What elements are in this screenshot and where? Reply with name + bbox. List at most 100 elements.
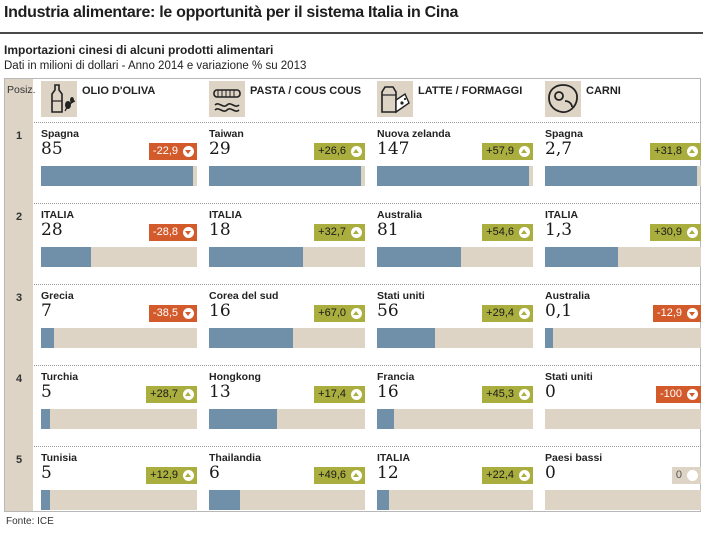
title-divider xyxy=(0,32,703,34)
bar-track xyxy=(545,328,701,348)
value-label: 28 xyxy=(41,220,63,240)
data-entry: ITALIA 12 +22,4 xyxy=(377,452,533,524)
change-badge: +57,9 xyxy=(482,143,533,160)
data-entry: Paesi bassi 0 0 xyxy=(545,452,701,524)
chart-subtitle: Importazioni cinesi di alcuni prodotti a… xyxy=(4,43,274,57)
change-badge: -22,9 xyxy=(148,143,197,160)
bar xyxy=(209,490,241,510)
country-label: ITALIA xyxy=(545,209,579,221)
olive-oil-icon xyxy=(41,81,77,117)
bar-track xyxy=(41,328,197,348)
arrow-down-icon xyxy=(183,227,194,238)
country-label: Thailandia xyxy=(209,452,261,464)
value-label: 0,1 xyxy=(545,301,573,321)
value-label: 85 xyxy=(41,139,63,159)
bar xyxy=(41,490,50,510)
arrow-up-icon xyxy=(687,146,698,157)
country-label: Spagna xyxy=(41,128,79,140)
change-badge: -12,9 xyxy=(652,305,701,322)
data-entry: Australia 81 +54,6 xyxy=(377,209,533,281)
bar xyxy=(545,247,619,267)
meat-icon xyxy=(545,81,581,117)
data-entry: Spagna 2,7 +31,8 xyxy=(545,128,701,200)
bar-track xyxy=(545,490,701,510)
value-label: 5 xyxy=(41,463,52,483)
bar-track xyxy=(545,247,701,267)
country-label: Paesi bassi xyxy=(545,452,603,464)
data-entry: Taiwan 29 +26,6 xyxy=(209,128,365,200)
bar xyxy=(41,409,50,429)
rank-label: 1 xyxy=(15,130,23,142)
category-header: PASTA / COUS COUS xyxy=(209,79,369,123)
rank-label: 2 xyxy=(15,211,23,223)
change-badge: +45,3 xyxy=(482,386,533,403)
value-label: 7 xyxy=(41,301,52,321)
bar xyxy=(209,166,361,186)
data-entry: Nuova zelanda 147 +57,9 xyxy=(377,128,533,200)
change-badge: -38,5 xyxy=(148,305,197,322)
bar xyxy=(545,328,553,348)
bar xyxy=(209,328,293,348)
chart-title: Industria alimentare: le opportunità per… xyxy=(4,4,459,21)
change-badge: +54,6 xyxy=(482,224,533,241)
arrow-down-icon xyxy=(687,389,698,400)
arrow-up-icon xyxy=(351,389,362,400)
change-badge: +30,9 xyxy=(650,224,701,241)
rank-label: 3 xyxy=(15,292,23,304)
arrow-up-icon xyxy=(183,470,194,481)
country-label: Australia xyxy=(377,209,422,221)
data-entry: Stati uniti 56 +29,4 xyxy=(377,290,533,362)
bar-track xyxy=(377,409,533,429)
value-label: 2,7 xyxy=(545,139,573,159)
arrow-up-icon xyxy=(351,470,362,481)
row-separator xyxy=(34,284,701,285)
country-label: Stati uniti xyxy=(545,371,593,383)
rank-label: 4 xyxy=(15,373,23,385)
arrow-up-icon xyxy=(519,389,530,400)
arrow-up-icon xyxy=(351,308,362,319)
bar xyxy=(377,409,394,429)
country-label: ITALIA xyxy=(209,209,243,221)
bar xyxy=(209,247,304,267)
country-label: ITALIA xyxy=(41,209,75,221)
bar xyxy=(41,166,193,186)
change-badge: +26,6 xyxy=(314,143,365,160)
country-label: Hongkong xyxy=(209,371,261,383)
bar-track xyxy=(377,166,533,186)
change-badge: +29,4 xyxy=(482,305,533,322)
data-entry: Corea del sud 16 +67,0 xyxy=(209,290,365,362)
country-label: Taiwan xyxy=(209,128,244,140)
row-separator xyxy=(34,203,701,204)
bar xyxy=(377,247,461,267)
country-label: Turchia xyxy=(41,371,79,383)
bar-track xyxy=(209,409,365,429)
data-entry: Turchia 5 +28,7 xyxy=(41,371,197,443)
value-label: 0 xyxy=(545,463,556,483)
bar-track xyxy=(209,166,365,186)
change-badge: +22,4 xyxy=(482,467,533,484)
country-label: Grecia xyxy=(41,290,74,302)
bar-track xyxy=(545,166,701,186)
category-name: CARNI xyxy=(586,85,621,97)
change-badge: +67,0 xyxy=(314,305,365,322)
country-label: ITALIA xyxy=(377,452,411,464)
arrow-down-icon xyxy=(183,308,194,319)
arrow-up-icon xyxy=(351,146,362,157)
arrow-up-icon xyxy=(519,227,530,238)
position-header: Posiz. xyxy=(7,84,36,96)
data-entry: Grecia 7 -38,5 xyxy=(41,290,197,362)
category-name: PASTA / COUS COUS xyxy=(250,85,362,97)
row-separator xyxy=(34,122,701,123)
country-label: Francia xyxy=(377,371,415,383)
value-label: 81 xyxy=(377,220,399,240)
value-label: 29 xyxy=(209,139,231,159)
country-label: Corea del sud xyxy=(209,290,279,302)
value-label: 147 xyxy=(377,139,410,159)
change-badge: +17,4 xyxy=(314,386,365,403)
bar xyxy=(209,409,278,429)
bar-track xyxy=(545,409,701,429)
country-label: Spagna xyxy=(545,128,583,140)
arrow-up-icon xyxy=(687,227,698,238)
value-label: 1,3 xyxy=(545,220,573,240)
data-entry: Francia 16 +45,3 xyxy=(377,371,533,443)
